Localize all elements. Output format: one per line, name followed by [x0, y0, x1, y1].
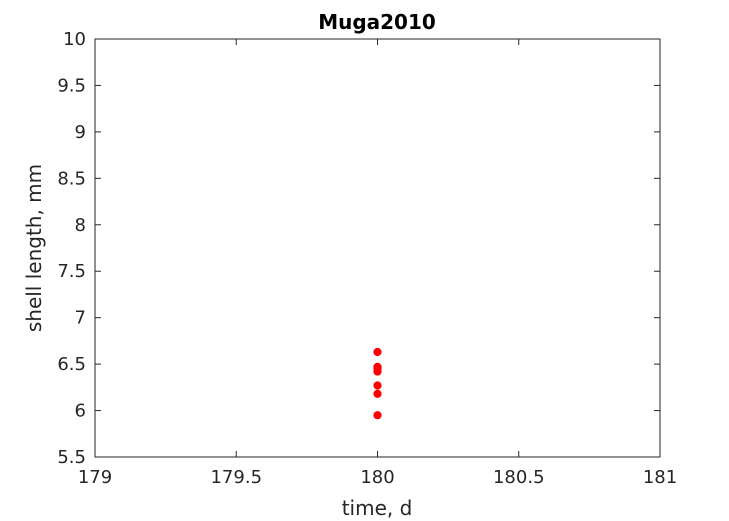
y-tick-label: 5.5 [57, 447, 86, 468]
y-tick-label: 7 [75, 308, 86, 329]
y-tick-label: 6.5 [57, 354, 86, 375]
y-tick-label: 10 [63, 29, 86, 50]
data-point [373, 381, 382, 390]
x-tick-label: 179 [78, 467, 112, 488]
x-tick-label: 179.5 [210, 467, 262, 488]
x-axis-label: time, d [342, 496, 413, 520]
y-tick-label: 9.5 [57, 75, 86, 96]
data-point [373, 411, 382, 420]
x-tick-label: 180.5 [493, 467, 545, 488]
y-tick-label: 6 [75, 401, 86, 422]
y-tick-label: 9 [75, 122, 86, 143]
y-tick-label: 8.5 [57, 168, 86, 189]
data-point [373, 389, 382, 398]
x-tick-label: 180 [360, 467, 394, 488]
x-axis: 179 179.5 180 180.5 181 [78, 39, 677, 488]
chart-title: Muga2010 [318, 10, 436, 34]
data-point [373, 362, 382, 371]
y-axis: 5.5 6 6.5 7 7.5 8 8.5 9 9.5 10 [57, 29, 660, 468]
y-axis-label: shell length, mm [22, 164, 46, 332]
x-tick-label: 181 [643, 467, 677, 488]
data-points [373, 347, 382, 420]
data-point [373, 347, 382, 357]
y-tick-label: 7.5 [57, 261, 86, 282]
y-tick-label: 8 [75, 215, 86, 236]
